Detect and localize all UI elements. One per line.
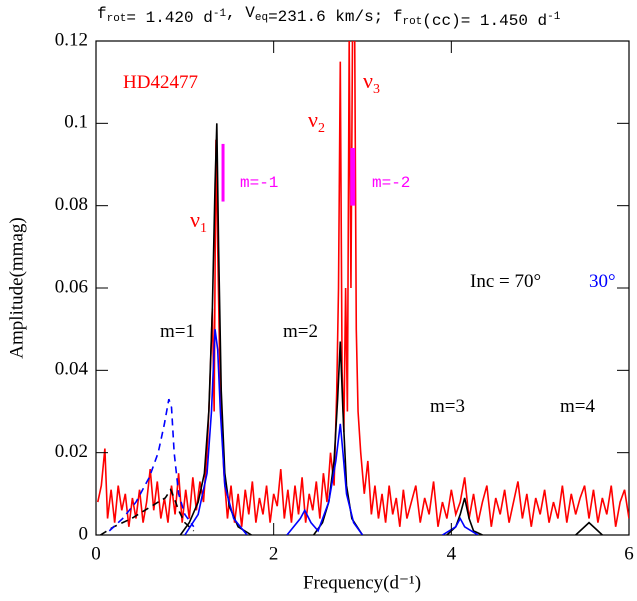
title-part: eq <box>255 12 268 24</box>
annotation: ν1 <box>190 207 207 236</box>
plot-frame <box>95 40 630 536</box>
y-tick-label: 0.02 <box>55 441 88 462</box>
annotation-text: m=-1 <box>240 174 278 192</box>
x-tick-label: 2 <box>269 543 279 564</box>
title-part: -1 <box>547 11 561 23</box>
x-tick-label: 4 <box>447 543 457 564</box>
annotation-text: Inc = 70° <box>470 271 541 292</box>
x-tick-label: 0 <box>91 543 101 564</box>
annotation-text: ν <box>308 107 318 132</box>
annotation: m=-2 <box>372 174 410 192</box>
title-part: f <box>97 5 107 23</box>
title-part: = 1.420 d <box>126 9 212 27</box>
annotation: m=3 <box>430 396 465 417</box>
annotation: m=-1 <box>240 174 278 192</box>
annotation-text: ν <box>363 68 373 93</box>
annotation-text: m=1 <box>160 321 195 342</box>
annotation-text: m=3 <box>430 396 465 417</box>
series-line <box>179 123 603 535</box>
y-tick-label: 0.08 <box>55 194 88 215</box>
annotation-subscript: 1 <box>200 221 207 236</box>
annotation-text: 30° <box>589 271 616 292</box>
y-tick-label: 0.12 <box>55 29 88 50</box>
y-axis-label: Amplitude(mmag) <box>6 217 27 358</box>
annotation: m=2 <box>283 321 318 342</box>
annotation-text: m=2 <box>283 321 318 342</box>
annotation-text: ν <box>190 207 200 232</box>
annotation: ν3 <box>363 68 380 97</box>
y-tick-label: 0.04 <box>55 359 89 380</box>
title-part: rot <box>107 13 127 25</box>
annotation-text: m=-2 <box>372 174 410 192</box>
title-part: -1 <box>213 8 227 20</box>
annotation: m=1 <box>160 321 195 342</box>
chart-title: frot= 1.420 d-1, Veq=231.6 km/s; frot(cc… <box>97 4 561 30</box>
annotation: ν2 <box>308 107 325 136</box>
series-line <box>108 398 195 532</box>
annotation-subscript: 2 <box>318 121 325 136</box>
annotation-subscript: 3 <box>373 82 380 97</box>
annotation: HD42477 <box>123 72 198 93</box>
annotation: 30° <box>589 271 616 292</box>
series-line <box>96 41 629 527</box>
series-line <box>100 488 195 535</box>
x-tick-label: 6 <box>624 543 634 564</box>
annotation: Inc = 70° <box>470 271 541 292</box>
annotation-text: HD42477 <box>123 72 198 93</box>
title-part: , V <box>226 4 255 22</box>
title-part: rot <box>402 16 422 28</box>
y-tick-label: 0.1 <box>64 112 88 133</box>
title-part: =231.6 km/s; f <box>268 8 402 26</box>
x-axis-label: Frequency(d⁻¹) <box>303 572 421 593</box>
y-tick-label: 0 <box>79 523 89 544</box>
y-tick-label: 0.06 <box>55 276 88 297</box>
title-part: (cc)= 1.450 d <box>422 12 547 30</box>
annotation: m=4 <box>560 396 595 417</box>
annotation-text: m=4 <box>560 396 595 417</box>
